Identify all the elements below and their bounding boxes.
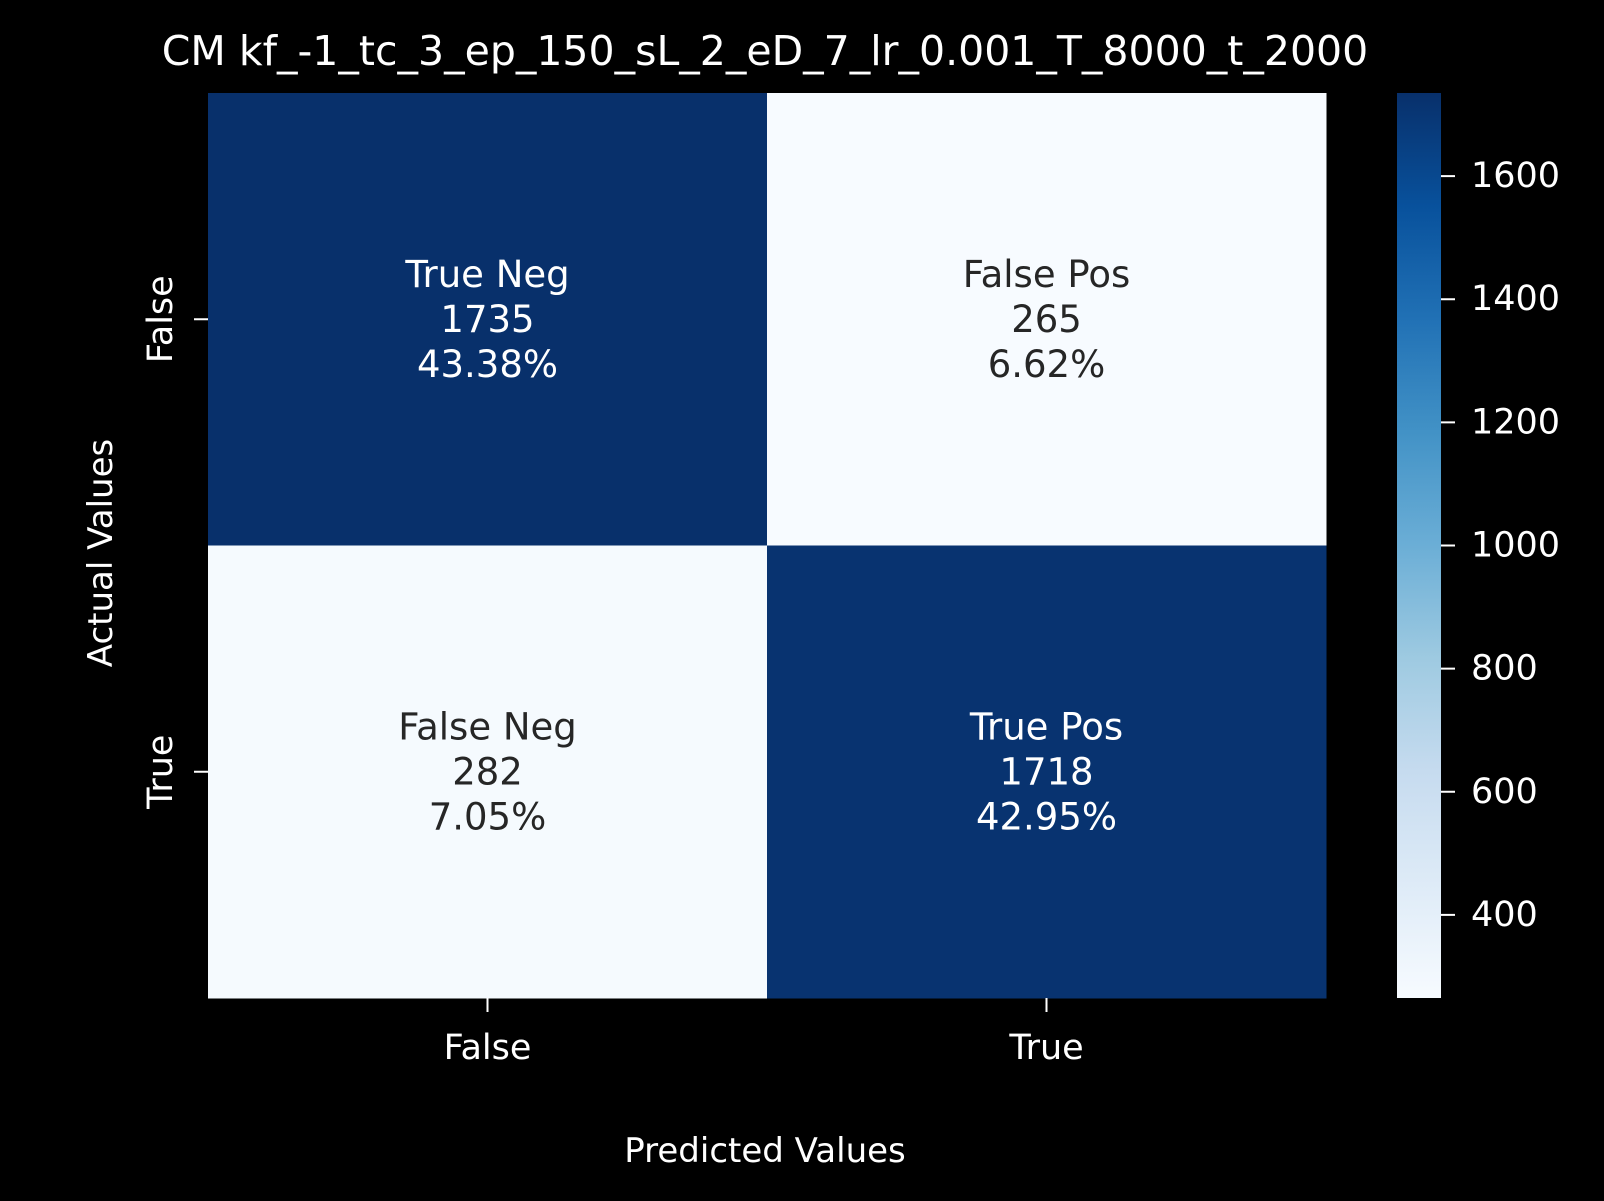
heatmap-cell: [208, 93, 768, 546]
cell-count: 1718: [999, 750, 1093, 793]
y-axis-label: Actual Values: [81, 439, 121, 667]
heatmap-cell: [767, 93, 1327, 546]
cell-percent: 6.62%: [988, 343, 1106, 386]
colorbar-tick-label: 400: [1471, 895, 1538, 935]
x-tick-label: True: [1008, 1028, 1083, 1068]
y-tick-label: True: [141, 735, 181, 810]
heatmap-cell: [767, 545, 1327, 999]
x-axis-label: Predicted Values: [624, 1131, 906, 1171]
cell-count: 265: [1011, 298, 1082, 341]
colorbar-tick-label: 1600: [1471, 156, 1560, 196]
cell-label: True Neg: [404, 253, 569, 296]
x-axis-ticks: False True: [444, 998, 1084, 1068]
chart-title: CM kf_-1_tc_3_ep_150_sL_2_eD_7_lr_0.001_…: [162, 27, 1368, 75]
cell-percent: 42.95%: [976, 795, 1117, 838]
colorbar-tick-label: 800: [1471, 649, 1538, 689]
cell-label: True Pos: [969, 705, 1123, 748]
cell-percent: 43.38%: [417, 343, 558, 386]
x-tick-label: False: [444, 1028, 532, 1068]
colorbar-tick-label: 1000: [1471, 526, 1560, 566]
cell-count: 282: [452, 750, 523, 793]
cell-count: 1735: [440, 298, 534, 341]
heatmap-cell: [208, 545, 768, 999]
cell-label: False Neg: [398, 705, 577, 748]
colorbar: [1397, 93, 1441, 998]
colorbar-tick-label: 600: [1471, 772, 1538, 812]
cell-label: False Pos: [963, 253, 1131, 296]
colorbar-tick-label: 1400: [1471, 279, 1560, 319]
cell-percent: 7.05%: [429, 795, 547, 838]
y-tick-label: False: [141, 275, 181, 363]
colorbar-ticks: 400 600 800 1000 1200 1400 1600: [1441, 156, 1560, 935]
y-axis-ticks: False True: [141, 275, 208, 810]
colorbar-tick-label: 1200: [1471, 402, 1560, 442]
